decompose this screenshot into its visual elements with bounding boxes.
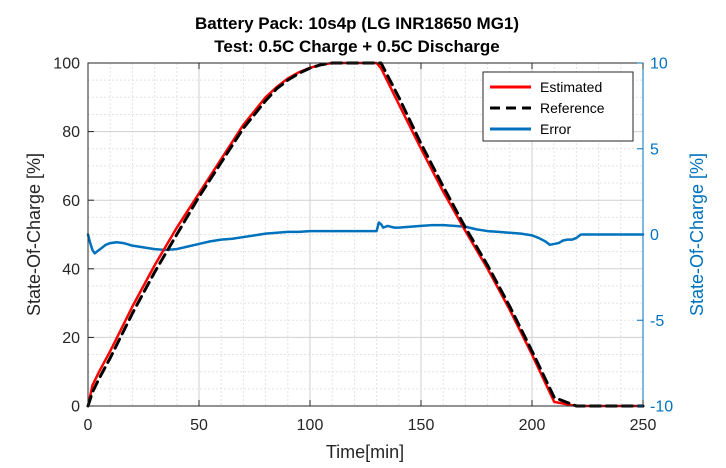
legend-label-error: Error: [540, 121, 571, 137]
y-right-tick-label: 0: [650, 227, 659, 244]
y-tick-label: 40: [62, 261, 80, 278]
x-tick-label: 250: [630, 417, 657, 434]
x-axis-label: Time[min]: [326, 442, 404, 462]
y-axis-label: State-Of-Charge [%]: [24, 153, 44, 316]
x-tick-labels: 0 50 100 150 200 250: [84, 417, 657, 434]
x-tick-label: 100: [297, 417, 324, 434]
y-tick-labels-right: -10 -5 0 5 10: [650, 56, 673, 416]
y-right-axis-label: State-Of-Charge [%]: [687, 153, 707, 316]
y-right-tick-label: 10: [650, 56, 668, 73]
y-tick-label: 80: [62, 124, 80, 141]
y-tick-label: 20: [62, 330, 80, 347]
chart-title: Battery Pack: 10s4p (LG INR18650 MG1): [195, 14, 519, 33]
y-right-tick-label: -10: [650, 399, 673, 416]
y-tick-labels: 0 20 40 60 80 100: [53, 56, 80, 416]
y-tick-label: 0: [71, 399, 80, 416]
legend: Estimated Reference Error: [482, 71, 634, 142]
x-tick-label: 0: [84, 417, 93, 434]
series-line-error: [86, 221, 645, 255]
y-tick-label: 60: [62, 193, 80, 210]
ticks: [87, 62, 644, 407]
y-tick-label: 100: [53, 56, 80, 73]
legend-label-reference: Reference: [540, 100, 605, 116]
legend-label-estimated: Estimated: [540, 79, 602, 95]
x-tick-label: 150: [408, 417, 435, 434]
chart-subtitle: Test: 0.5C Charge + 0.5C Discharge: [214, 37, 500, 56]
x-tick-label: 50: [190, 417, 208, 434]
y-right-tick-label: 5: [650, 141, 659, 158]
x-tick-label: 200: [519, 417, 546, 434]
y-right-tick-label: -5: [650, 313, 664, 330]
series-line-reference: [86, 61, 645, 408]
